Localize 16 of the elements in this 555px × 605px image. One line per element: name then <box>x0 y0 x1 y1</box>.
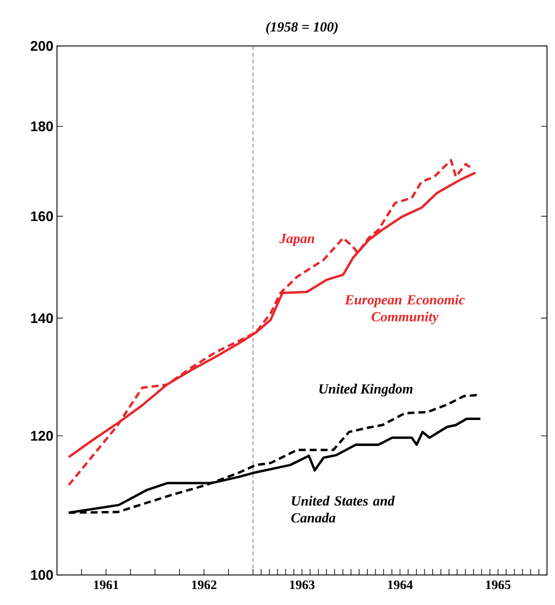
y-tick-label: 120 <box>31 430 53 441</box>
y-tick-label: 160 <box>31 211 53 222</box>
x-tick-label: 1965 <box>486 580 510 590</box>
x-tick-label: 1961 <box>94 580 118 590</box>
series-label: United Kingdom <box>319 384 413 396</box>
x-tick-label: 1964 <box>388 580 413 590</box>
x-tick-label: 1962 <box>192 580 216 590</box>
y-tick-label: 180 <box>31 121 53 132</box>
y-tick-label: 100 <box>31 570 53 580</box>
y-tick-label: 140 <box>31 313 53 324</box>
series-label: European Economic Community <box>344 294 465 324</box>
y-tick-label: 200 <box>30 41 53 51</box>
chart-title: (1958 = 100) <box>266 22 338 34</box>
text: United States and Canada <box>291 496 395 523</box>
x-tick-label: 1963 <box>290 580 315 590</box>
series-label: Japan <box>279 234 314 246</box>
